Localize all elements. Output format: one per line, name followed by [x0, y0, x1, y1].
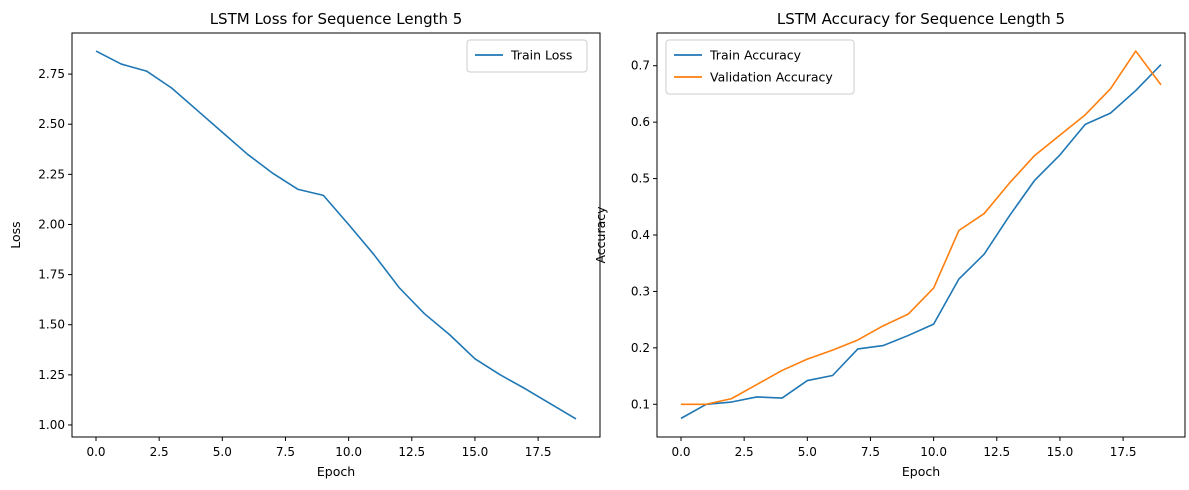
legend-box — [466, 39, 588, 73]
x-tick-label: 15.0 — [1047, 445, 1074, 459]
series-line-train-accuracy — [680, 64, 1162, 420]
y-tick-label: 2.75 — [38, 67, 65, 81]
accuracy-chart-x-axis-label: Epoch — [902, 464, 940, 479]
accuracy-chart-title: LSTM Accuracy for Sequence Length 5 — [777, 10, 1065, 28]
y-tick-label: 0.5 — [631, 172, 650, 186]
x-tick-label: 7.5 — [276, 445, 295, 459]
legend-label: Train Accuracy — [709, 48, 802, 63]
loss-chart-title: LSTM Loss for Sequence Length 5 — [210, 10, 463, 28]
x-tick-label: 12.5 — [983, 445, 1010, 459]
loss-chart-y-ticks: 1.00 1.25 1.50 1.75 2.00 2.25 2.50 2.75 — [38, 67, 72, 432]
loss-chart-axes-frame — [71, 32, 601, 438]
y-tick-label: 1.50 — [38, 318, 65, 332]
accuracy-chart-series — [680, 50, 1162, 420]
y-tick-label: 1.00 — [38, 418, 65, 432]
y-tick-label: 0.7 — [631, 59, 650, 73]
series-line-train-loss — [95, 50, 577, 420]
x-tick-label: 0.0 — [86, 445, 105, 459]
y-tick-label: 0.2 — [631, 341, 650, 355]
x-tick-label: 5.0 — [798, 445, 817, 459]
legend-box — [665, 39, 855, 95]
accuracy-chart-x-ticks: 0.0 2.5 5.0 7.5 10.0 12.5 15.0 17.5 — [671, 437, 1136, 459]
accuracy-chart-axes-frame — [656, 32, 1186, 438]
x-tick-label: 17.5 — [525, 445, 552, 459]
accuracy-chart: LSTM Accuracy for Sequence Length 5 Epoc… — [593, 10, 1186, 479]
y-tick-label: 2.50 — [38, 117, 65, 131]
x-tick-label: 7.5 — [861, 445, 880, 459]
x-tick-label: 2.5 — [735, 445, 754, 459]
y-tick-label: 2.25 — [38, 167, 65, 181]
series-line-validation-accuracy — [681, 50, 1162, 406]
y-tick-label: 0.3 — [631, 284, 650, 298]
loss-chart-series — [95, 50, 577, 420]
y-tick-label: 0.4 — [631, 228, 650, 242]
y-tick-label: 0.6 — [631, 115, 650, 129]
x-tick-label: 15.0 — [462, 445, 489, 459]
y-tick-label: 2.00 — [38, 217, 65, 231]
accuracy-chart-y-ticks: 0.1 0.2 0.3 0.4 0.5 0.6 0.7 — [631, 59, 657, 411]
legend-label: Validation Accuracy — [710, 70, 833, 85]
accuracy-chart-y-axis-label: Accuracy — [593, 206, 608, 264]
x-tick-label: 12.5 — [398, 445, 425, 459]
y-tick-label: 0.1 — [631, 397, 650, 411]
legend-label: Train Loss — [510, 48, 572, 63]
loss-chart-x-axis-label: Epoch — [317, 464, 355, 479]
x-tick-label: 0.0 — [671, 445, 690, 459]
y-tick-label: 1.75 — [38, 268, 65, 282]
loss-chart-y-axis-label: Loss — [8, 221, 23, 248]
x-tick-label: 5.0 — [213, 445, 232, 459]
loss-chart-legend: Train Loss — [466, 39, 588, 73]
x-tick-label: 17.5 — [1110, 445, 1137, 459]
y-tick-label: 1.25 — [38, 368, 65, 382]
x-tick-label: 10.0 — [335, 445, 362, 459]
accuracy-chart-legend: Train Accuracy Validation Accuracy — [665, 39, 855, 95]
x-tick-label: 10.0 — [920, 445, 947, 459]
loss-chart: LSTM Loss for Sequence Length 5 Epoch Lo… — [8, 10, 601, 479]
x-tick-label: 2.5 — [150, 445, 169, 459]
loss-chart-x-ticks: 0.0 2.5 5.0 7.5 10.0 12.5 15.0 17.5 — [86, 437, 551, 459]
